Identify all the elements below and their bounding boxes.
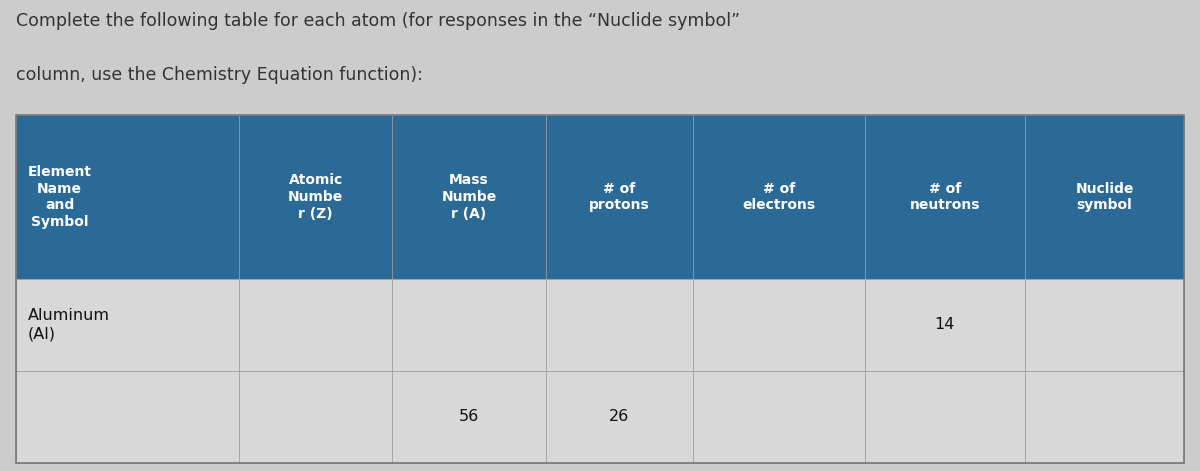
Text: 14: 14	[935, 317, 955, 332]
Text: Element
Name
and
Symbol: Element Name and Symbol	[28, 165, 91, 229]
Text: Nuclide
symbol: Nuclide symbol	[1075, 182, 1134, 212]
Text: # of
neutrons: # of neutrons	[910, 182, 980, 212]
Text: Atomic
Numbe
r (Z): Atomic Numbe r (Z)	[288, 173, 343, 221]
Bar	[692, 115, 865, 278]
Text: # of
electrons: # of electrons	[743, 182, 815, 212]
Bar	[1025, 371, 1184, 463]
Text: # of
protons: # of protons	[589, 182, 649, 212]
Text: Mass
Numbe
r (A): Mass Numbe r (A)	[442, 173, 497, 221]
Bar	[546, 371, 692, 463]
Bar	[392, 371, 546, 463]
Bar	[16, 115, 239, 278]
Bar	[1025, 115, 1184, 278]
Bar	[546, 278, 692, 371]
Bar	[239, 371, 392, 463]
Bar	[865, 371, 1025, 463]
Bar	[865, 278, 1025, 371]
Bar	[692, 278, 865, 371]
Bar	[16, 371, 239, 463]
Bar	[16, 278, 239, 371]
Text: 56: 56	[458, 409, 479, 424]
Text: column, use the Chemistry Equation function):: column, use the Chemistry Equation funct…	[16, 66, 422, 84]
Bar	[16, 115, 1184, 463]
Bar	[546, 115, 692, 278]
Bar	[865, 115, 1025, 278]
Bar	[692, 371, 865, 463]
Bar	[392, 115, 546, 278]
Bar	[239, 278, 392, 371]
Bar	[1025, 278, 1184, 371]
Text: 26: 26	[610, 409, 629, 424]
Text: Complete the following table for each atom (for responses in the “Nuclide symbol: Complete the following table for each at…	[16, 12, 739, 30]
Bar	[239, 115, 392, 278]
Text: Aluminum
(Al): Aluminum (Al)	[28, 308, 109, 341]
Bar	[392, 278, 546, 371]
